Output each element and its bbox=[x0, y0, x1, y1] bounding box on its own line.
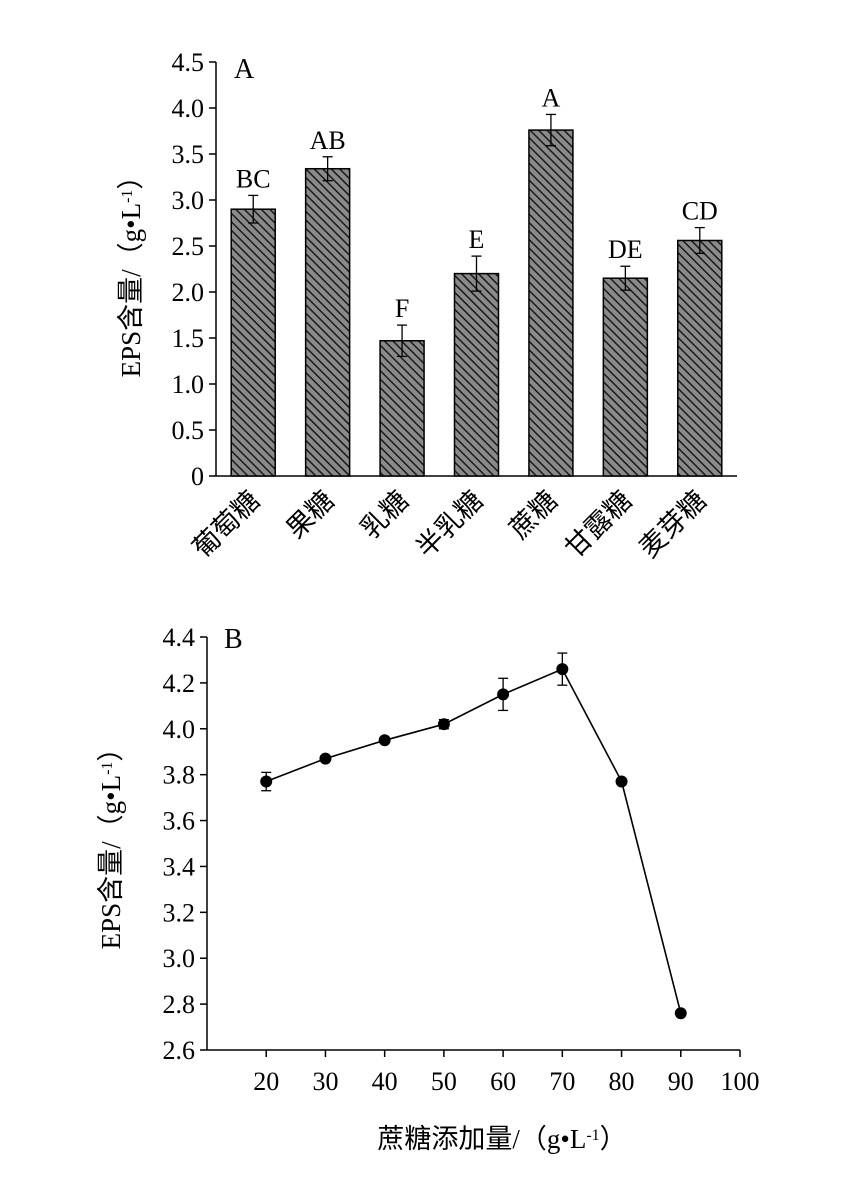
panel-b-x-tick-label: 90 bbox=[668, 1067, 694, 1096]
panel-b-y-tick-label: 2.6 bbox=[163, 1036, 196, 1065]
panel-a-significance-label: DE bbox=[608, 235, 643, 264]
panel-a-bar bbox=[453, 272, 500, 477]
panel-a-y-tick-label: 0.5 bbox=[172, 416, 205, 445]
panel-a-y-tick-label: 2.0 bbox=[172, 278, 205, 307]
panel-b-axes bbox=[206, 637, 740, 1051]
panel-b-error-bars bbox=[261, 652, 568, 792]
panel-b-x-tick-label: 40 bbox=[372, 1067, 398, 1096]
panel-b-data-point bbox=[319, 752, 332, 765]
panel-a-category-label: 甘露糖 bbox=[559, 485, 637, 563]
panel-b-x-tick-label: 70 bbox=[549, 1067, 575, 1096]
panel-a-bar bbox=[304, 167, 351, 477]
panel-b-data-point bbox=[378, 734, 391, 747]
panel-b-y-ticks: 2.6 2.8 3.0 3.2 3.4 3.6 3.8 4.0 4.2 4.4 bbox=[163, 623, 207, 1065]
panel-b-y-tick-label: 4.2 bbox=[163, 669, 196, 698]
panel-a-significance-label: F bbox=[395, 294, 409, 323]
panel-a-significance-label: E bbox=[469, 225, 485, 254]
panel-a-y-ticks: 0 0.5 1.0 1.5 2.0 2.5 3.0 3.5 4.0 4.5 bbox=[172, 48, 216, 491]
panel-a-bar bbox=[230, 208, 276, 477]
panel-a-bar bbox=[677, 239, 723, 477]
panel-b-y-tick-label: 4.4 bbox=[163, 623, 196, 652]
panel-a-y-tick-label: 1.5 bbox=[172, 324, 205, 353]
panel-b-x-tick-label: 50 bbox=[431, 1067, 457, 1096]
panel-a-category-label: 半乳糖 bbox=[410, 485, 488, 563]
panel-a-bar-chart: 0 0.5 1.0 1.5 2.0 2.5 3.0 3.5 4.0 4.5 BC AB F E A DE CD… bbox=[116, 48, 737, 564]
panel-b-x-tick-label: 80 bbox=[609, 1067, 635, 1096]
panel-a-bars bbox=[230, 129, 723, 477]
panel-a-y-axis-title: EPS含量/（g•L-1） bbox=[116, 163, 146, 378]
panel-a-significance-label: BC bbox=[236, 164, 271, 193]
panel-b-data-point bbox=[260, 775, 273, 788]
panel-b-series-polyline bbox=[265, 668, 682, 1014]
panel-a-y-tick-label: 3.5 bbox=[172, 140, 205, 169]
panel-a-category-label: 葡萄糖 bbox=[187, 485, 265, 563]
panel-b-y-axis-title: EPS含量/（g•L-1） bbox=[96, 735, 126, 950]
panel-a-y-tick-label: 3.0 bbox=[172, 186, 205, 215]
panel-a-y-tick-label: 0 bbox=[191, 462, 204, 491]
panel-b-line-chart: 2.6 2.8 3.0 3.2 3.4 3.6 3.8 4.0 4.2 4.4 20 30 40 50 6… bbox=[96, 623, 760, 1154]
panel-b-data-point bbox=[497, 688, 510, 701]
panel-b-y-tick-label: 2.8 bbox=[163, 990, 196, 1019]
panel-b-y-tick-label: 3.0 bbox=[163, 944, 196, 973]
panel-b-x-ticks: 20 30 40 50 60 70 80 90 100 bbox=[253, 1050, 760, 1096]
panel-a-category-label: 麦芽糖 bbox=[634, 485, 712, 563]
panel-a-bar bbox=[602, 277, 649, 477]
panel-a-y-tick-label: 4.0 bbox=[172, 94, 205, 123]
panel-b-series-line bbox=[265, 668, 682, 1014]
panel-b-y-tick-label: 3.4 bbox=[163, 852, 196, 881]
panel-b-data-point bbox=[615, 775, 628, 788]
panel-a-y-tick-label: 4.5 bbox=[172, 48, 205, 77]
panel-b-x-tick-label: 60 bbox=[490, 1067, 516, 1096]
panel-a-significance-label: A bbox=[542, 83, 561, 112]
panel-a-category-label: 乳糖 bbox=[355, 485, 414, 544]
panel-a-significance-labels: BC AB F E A DE CD bbox=[236, 83, 718, 323]
panel-a-bar bbox=[528, 129, 574, 477]
panel-b-x-tick-label: 20 bbox=[253, 1067, 279, 1096]
panel-a-letter: A bbox=[234, 54, 255, 85]
panel-b-x-tick-label: 30 bbox=[312, 1067, 338, 1096]
panel-b-x-axis-title: 蔗糖添加量/（g•L-1） bbox=[377, 1124, 626, 1154]
panel-a-significance-label: CD bbox=[682, 197, 718, 226]
panel-b-y-tick-label: 4.0 bbox=[163, 715, 196, 744]
panel-b-data-point bbox=[437, 718, 450, 731]
panel-a-y-tick-label: 2.5 bbox=[172, 232, 205, 261]
panel-a-error-bars bbox=[248, 113, 705, 358]
panel-b-y-tick-label: 3.6 bbox=[163, 807, 196, 836]
panel-a-category-label: 蔗糖 bbox=[504, 485, 563, 544]
panel-b-data-point bbox=[556, 663, 569, 676]
panel-b-data-point bbox=[674, 1007, 687, 1020]
panel-b-y-tick-label: 3.8 bbox=[163, 761, 196, 790]
panel-b-points bbox=[260, 663, 687, 1020]
panel-b-y-tick-label: 3.2 bbox=[163, 898, 196, 927]
panel-b-letter: B bbox=[224, 624, 243, 655]
panel-a-bar bbox=[379, 340, 425, 477]
panel-a-significance-label: AB bbox=[310, 126, 346, 155]
panel-a-y-tick-label: 1.0 bbox=[172, 370, 205, 399]
panel-b-x-tick-label: 100 bbox=[721, 1067, 760, 1096]
panel-a-category-label: 果糖 bbox=[280, 485, 339, 544]
